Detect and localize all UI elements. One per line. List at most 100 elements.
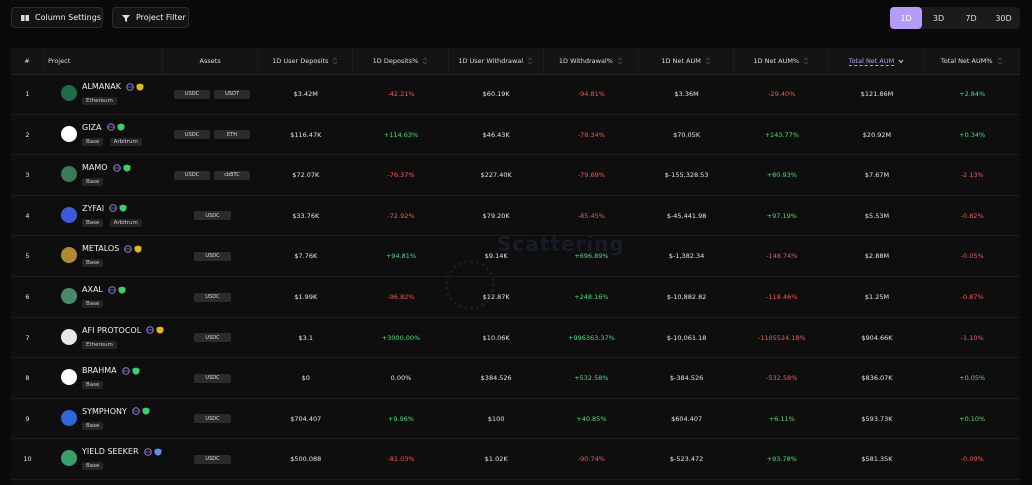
value-cell: -0.82% bbox=[960, 211, 984, 220]
value-cell: -79.69% bbox=[577, 171, 605, 180]
watermark-logo bbox=[445, 260, 495, 310]
value-cell: $1.25M bbox=[864, 293, 890, 301]
columns-icon bbox=[21, 14, 29, 21]
header-label: # bbox=[24, 57, 30, 65]
rank: 9 bbox=[25, 414, 30, 423]
project-name[interactable]: MAMO bbox=[82, 163, 108, 173]
project-name[interactable]: YIELD SEEKER bbox=[82, 447, 139, 457]
data-table: # Project Assets 1D User Deposits 1D Deposit… bbox=[11, 48, 1020, 485]
project-name[interactable]: AFI PROTOCOL bbox=[82, 325, 142, 335]
value-cell: $72.07K bbox=[292, 171, 320, 180]
header-label: 1D User Deposits bbox=[272, 57, 329, 65]
value-cell: $2.88M bbox=[864, 252, 890, 261]
project-name[interactable]: AXAL bbox=[82, 285, 103, 294]
header-label: 1D Net AUM bbox=[661, 57, 701, 65]
value-cell: $70.05K bbox=[673, 130, 701, 139]
column-header[interactable]: 1D Withdrawal% bbox=[544, 48, 639, 74]
badges bbox=[106, 123, 125, 131]
value-cell: +94.81% bbox=[385, 252, 417, 261]
badges bbox=[132, 407, 150, 416]
table-row[interactable]: 3 MAMO Base USDC cbBTC $72.07K -76.37% $227.40K… bbox=[11, 155, 1020, 196]
value-cell: -532.58% bbox=[766, 374, 798, 383]
period-tab[interactable]: 30D bbox=[995, 13, 1012, 23]
rank: 6 bbox=[25, 293, 30, 301]
period-tab[interactable]: 3D bbox=[932, 13, 945, 23]
value-cell: $604.407 bbox=[671, 414, 703, 423]
project-name[interactable]: METALOS bbox=[82, 244, 120, 254]
badges bbox=[108, 285, 126, 294]
asset-tag: USDC bbox=[174, 89, 210, 99]
value-cell: $3.36M bbox=[674, 90, 699, 98]
value-cell: -118.46% bbox=[766, 293, 798, 301]
asset-tag: USDC bbox=[194, 211, 231, 221]
table-row[interactable]: 8 BRAHMA Base USDC $0 0.00% $384.526 +532.58% $-… bbox=[11, 358, 1020, 399]
value-cell: -1.10% bbox=[960, 333, 984, 342]
project-filter-button[interactable]: Project Filter bbox=[112, 7, 189, 28]
project-name[interactable]: BRAHMA bbox=[82, 366, 117, 376]
sort-icon bbox=[705, 57, 711, 65]
value-cell: +9.96% bbox=[387, 414, 415, 423]
sort-icon bbox=[527, 57, 533, 65]
column-header[interactable]: 1D User Deposits bbox=[258, 48, 354, 74]
table-row[interactable]: 5 METALOS Base USDC $7.76K +94.81% $9.14K +696.… bbox=[11, 236, 1020, 277]
value-cell: +0.10% bbox=[959, 414, 986, 423]
value-cell: $5.53M bbox=[864, 211, 890, 220]
sort-icon bbox=[333, 57, 338, 65]
value-cell: +0.34% bbox=[959, 130, 986, 139]
chain-tag: Ethereum bbox=[82, 97, 117, 105]
value-cell: $-45,441.98 bbox=[666, 211, 707, 220]
table-row[interactable]: 6 AXAL Base USDC $1.99K -96.82% $12.87K +248.16… bbox=[11, 277, 1020, 318]
value-cell: $836.07K bbox=[861, 374, 893, 383]
project-name[interactable]: ZYFAI bbox=[82, 203, 105, 213]
value-cell: -78.34% bbox=[577, 130, 605, 139]
value-cell: $593.73K bbox=[861, 414, 893, 423]
sort-icon bbox=[422, 57, 428, 65]
value-cell: $79.20K bbox=[482, 211, 510, 220]
chain-tag: Arbitrum bbox=[109, 137, 142, 146]
table-row[interactable]: 7 AFI PROTOCOL Ethereum USDC $3.1 +3000.00% $1… bbox=[11, 318, 1020, 359]
table-row[interactable]: 9 SYMPHONY Base USDC $704.407 +9.96% $100 +40.8… bbox=[11, 399, 1020, 440]
value-cell: $46.43K bbox=[482, 130, 510, 139]
rank: 7 bbox=[25, 333, 30, 342]
badges bbox=[143, 448, 162, 456]
badges bbox=[126, 82, 144, 91]
project-name[interactable]: SYMPHONY bbox=[82, 406, 127, 416]
column-header[interactable]: 1D Net AUM bbox=[639, 48, 735, 74]
project-name[interactable]: GIZA bbox=[82, 122, 102, 132]
rank: 3 bbox=[25, 171, 30, 180]
project-logo bbox=[61, 288, 77, 304]
value-cell: +3000.00% bbox=[381, 333, 421, 342]
column-header[interactable]: 1D User Withdrawal bbox=[449, 48, 544, 74]
value-cell: -81.03% bbox=[387, 455, 415, 464]
table-row[interactable]: 2 GIZA Base Arbitrum USDC ETH $116.47K +114.63%… bbox=[11, 115, 1020, 156]
value-cell: -96.82% bbox=[387, 293, 415, 301]
table-row[interactable]: 10 YIELD SEEKER Base USDC $500.088 -81.03% $1.… bbox=[11, 439, 1020, 480]
value-cell: +114.63% bbox=[383, 130, 419, 139]
table-row[interactable]: 4 ZYFAI Base Arbitrum USDC $33.76K -72.92% $79.… bbox=[11, 196, 1020, 237]
project-logo bbox=[61, 369, 77, 386]
value-cell: +532.58% bbox=[574, 374, 609, 383]
value-cell: $500.088 bbox=[290, 455, 322, 464]
column-header[interactable]: 1D Net AUM% bbox=[734, 48, 830, 74]
column-header[interactable]: Total Net AUM% bbox=[925, 48, 1020, 74]
column-header[interactable]: Total Net AUM bbox=[829, 48, 925, 74]
value-cell: $3.1 bbox=[298, 333, 314, 342]
project-logo bbox=[61, 328, 77, 345]
value-cell: +2.84% bbox=[959, 90, 986, 98]
value-cell: $-155,328.53 bbox=[664, 171, 709, 180]
project-name-wrap: METALOS bbox=[82, 244, 146, 253]
table-row[interactable]: 1 ALMANAK Ethereum USDC USDT $3.42M -42.21% $60… bbox=[11, 74, 1020, 115]
project-logo bbox=[61, 125, 77, 142]
period-tab[interactable]: 1D bbox=[890, 7, 922, 29]
column-settings-button[interactable]: Column Settings bbox=[11, 7, 103, 28]
header-label: Assets bbox=[199, 57, 221, 65]
period-tab[interactable]: 7D bbox=[965, 13, 977, 23]
value-cell: $-10,061.18 bbox=[666, 333, 707, 342]
value-cell: +93.78% bbox=[766, 455, 797, 464]
value-cell: $581.35K bbox=[861, 455, 893, 464]
project-name[interactable]: ALMANAK bbox=[82, 82, 122, 91]
project-logo bbox=[61, 247, 77, 264]
column-header[interactable]: 1D Deposits% bbox=[353, 48, 449, 74]
sort-icon bbox=[617, 57, 623, 65]
project-name-wrap: SYMPHONY bbox=[82, 407, 154, 416]
